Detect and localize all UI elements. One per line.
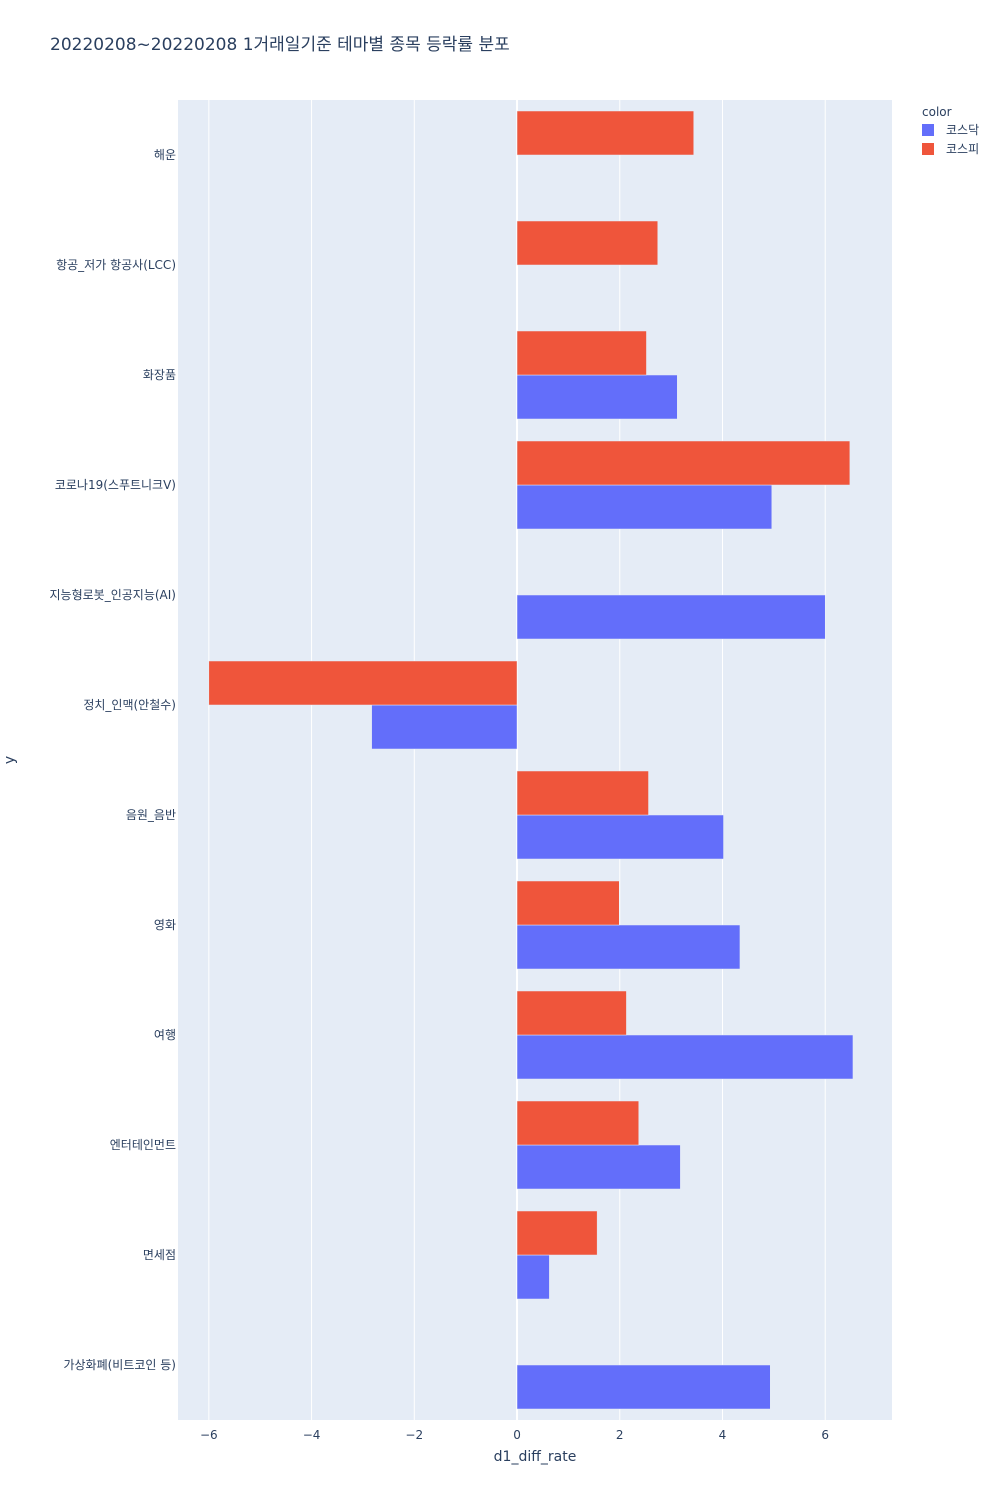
y-tick-label: 코로나19(스푸트니크V) bbox=[55, 478, 176, 492]
bar-코스닥-정치_인맥(안철수)[interactable] bbox=[371, 704, 518, 750]
y-tick-label: 가상화폐(비트코인 등) bbox=[63, 1358, 176, 1372]
legend-label-코스닥[interactable]: 코스닥 bbox=[946, 123, 979, 137]
x-tick-labels: −6 −4 −2 0 2 4 6 bbox=[200, 1428, 829, 1442]
y-tick-label: 영화 bbox=[154, 918, 176, 932]
x-axis-title: d1_diff_rate bbox=[494, 1449, 577, 1465]
y-tick-label: 여행 bbox=[154, 1027, 176, 1042]
bars bbox=[208, 110, 854, 1410]
bar-코스닥-엔터테인먼트[interactable] bbox=[516, 1144, 681, 1190]
bar-코스닥-음원_음반[interactable] bbox=[516, 814, 724, 860]
y-tick-label: 지능형로봇_인공지능(AI) bbox=[50, 588, 176, 602]
legend-swatch-코스피[interactable] bbox=[922, 143, 934, 155]
x-tick-label: 4 bbox=[719, 1428, 727, 1442]
legend-title: color bbox=[922, 105, 952, 119]
bar-코스피-화장품[interactable] bbox=[516, 330, 647, 376]
chart-title: 20220208~20220208 1거래일기준 테마별 종목 등락률 분포 bbox=[50, 35, 510, 55]
y-axis-title: y bbox=[2, 756, 18, 764]
bar-코스닥-화장품[interactable] bbox=[516, 374, 678, 420]
legend-label-코스피[interactable]: 코스피 bbox=[946, 142, 979, 156]
x-tick-label: −6 bbox=[200, 1428, 218, 1442]
y-tick-label: 해운 bbox=[154, 148, 176, 162]
bar-코스피-정치_인맥(안철수)[interactable] bbox=[208, 660, 518, 706]
bar-코스피-항공_저가 항공사(LCC)[interactable] bbox=[516, 220, 659, 266]
bar-코스닥-가상화폐(비트코인 등)[interactable] bbox=[516, 1364, 771, 1410]
y-tick-label: 정치_인맥(안철수) bbox=[83, 698, 176, 712]
bar-코스피-음원_음반[interactable] bbox=[516, 770, 649, 816]
bar-코스닥-지능형로봇_인공지능(AI)[interactable] bbox=[516, 594, 826, 640]
x-tick-label: 0 bbox=[513, 1428, 521, 1442]
y-tick-label: 음원_음반 bbox=[126, 808, 176, 822]
y-tick-label: 화장품 bbox=[143, 368, 176, 382]
x-tick-label: −4 bbox=[303, 1428, 321, 1442]
bar-코스닥-코로나19(스푸트니크V)[interactable] bbox=[516, 484, 773, 530]
x-tick-label: 6 bbox=[821, 1428, 829, 1442]
y-tick-label: 항공_저가 항공사(LCC) bbox=[56, 258, 176, 272]
bar-코스닥-면세점[interactable] bbox=[516, 1254, 550, 1300]
y-tick-label: 엔터테인먼트 bbox=[110, 1138, 176, 1152]
bar-코스피-코로나19(스푸트니크V)[interactable] bbox=[516, 440, 851, 486]
x-tick-label: −2 bbox=[405, 1428, 423, 1442]
y-tick-label: 면세점 bbox=[143, 1248, 176, 1262]
grid-lines bbox=[208, 100, 826, 1420]
plot-background bbox=[178, 100, 892, 1420]
bar-코스피-영화[interactable] bbox=[516, 880, 620, 926]
legend-swatch-코스닥[interactable] bbox=[922, 124, 934, 136]
bar-코스닥-여행[interactable] bbox=[516, 1034, 854, 1080]
bar-코스피-여행[interactable] bbox=[516, 990, 627, 1036]
x-tick-label: 2 bbox=[616, 1428, 624, 1442]
bar-코스닥-영화[interactable] bbox=[516, 924, 741, 970]
bar-코스피-면세점[interactable] bbox=[516, 1210, 598, 1256]
bar-코스피-해운[interactable] bbox=[516, 110, 694, 156]
bar-코스피-엔터테인먼트[interactable] bbox=[516, 1100, 640, 1146]
